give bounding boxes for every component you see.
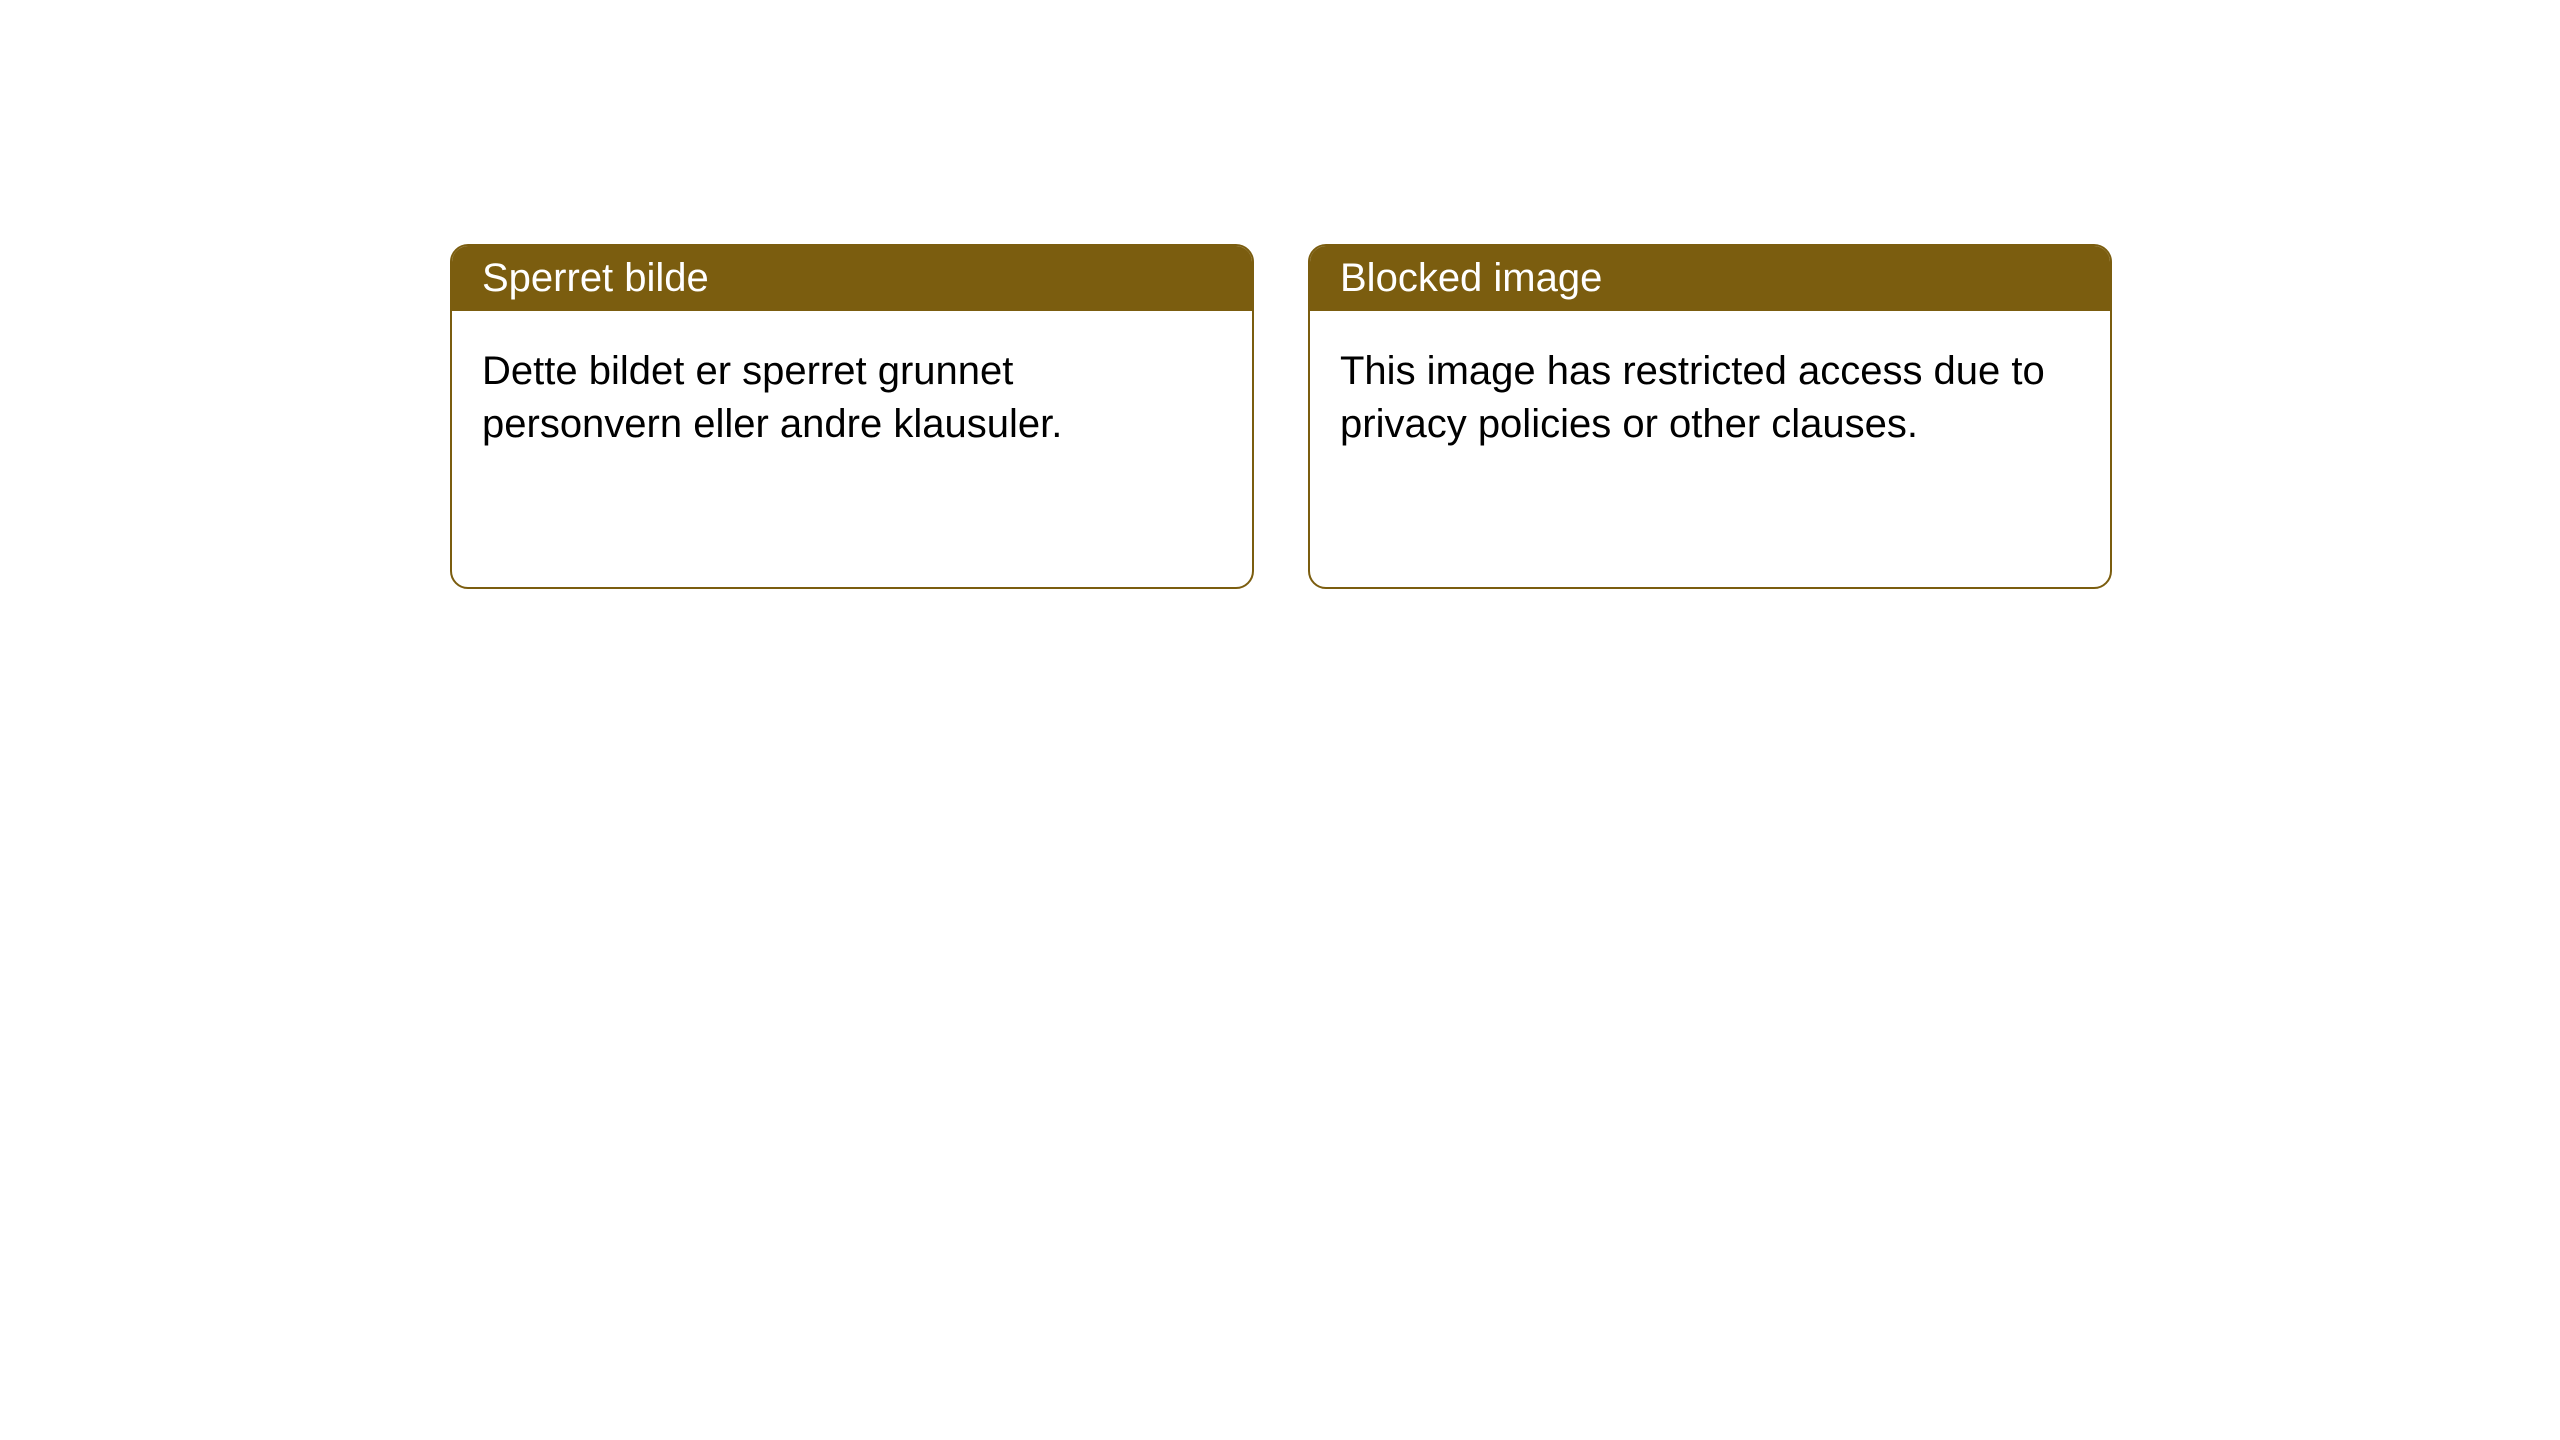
card-title: Blocked image (1340, 256, 1602, 300)
card-title: Sperret bilde (482, 256, 709, 300)
card-body-text: This image has restricted access due to … (1340, 349, 2045, 446)
card-body-text: Dette bildet er sperret grunnet personve… (482, 349, 1062, 446)
card-body: This image has restricted access due to … (1310, 311, 2110, 587)
card-header: Blocked image (1310, 246, 2110, 311)
notice-card-english: Blocked image This image has restricted … (1308, 244, 2112, 589)
notice-container: Sperret bilde Dette bildet er sperret gr… (0, 0, 2560, 589)
card-header: Sperret bilde (452, 246, 1252, 311)
card-body: Dette bildet er sperret grunnet personve… (452, 311, 1252, 587)
notice-card-norwegian: Sperret bilde Dette bildet er sperret gr… (450, 244, 1254, 589)
